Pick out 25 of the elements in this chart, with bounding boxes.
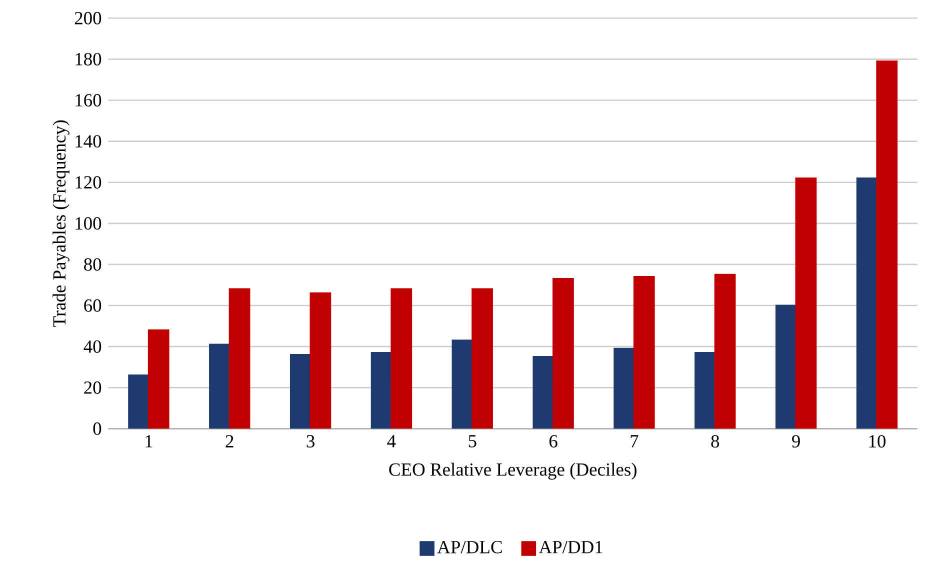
x-tick-label: 2 <box>226 435 234 448</box>
y-tick-label: 20 <box>84 381 102 394</box>
x-tick-label: 8 <box>711 435 720 448</box>
legend-label: AP/DLC <box>437 540 502 554</box>
y-tick-label: 60 <box>84 299 102 312</box>
x-tick-label: 1 <box>146 434 152 448</box>
x-axis-title: CEO Relative Leverage (Deciles) <box>389 462 636 480</box>
legend-label: AP/DD1 <box>538 540 602 554</box>
y-tick-label: 100 <box>76 217 102 230</box>
x-tick-label: 7 <box>630 434 638 448</box>
x-tick-label: 9 <box>792 435 800 448</box>
y-tick-label: 160 <box>76 94 102 106</box>
x-tick-label: 3 <box>306 435 314 448</box>
y-axis-title: Trade Payables (Frequency) <box>52 120 70 327</box>
x-tick-label: 5 <box>468 434 476 448</box>
y-tick-label: 80 <box>84 258 102 271</box>
y-tick-label: 120 <box>76 176 102 189</box>
y-tick-label: 40 <box>84 340 102 353</box>
y-tick-label: 0 <box>93 422 102 435</box>
y-tick-label: 140 <box>76 134 102 148</box>
x-tick-label: 4 <box>387 435 396 448</box>
y-tick-label: 180 <box>76 52 102 66</box>
x-tick-label: 10 <box>869 435 886 448</box>
x-tick-label: 6 <box>549 435 558 448</box>
y-tick-label: 200 <box>74 12 102 24</box>
